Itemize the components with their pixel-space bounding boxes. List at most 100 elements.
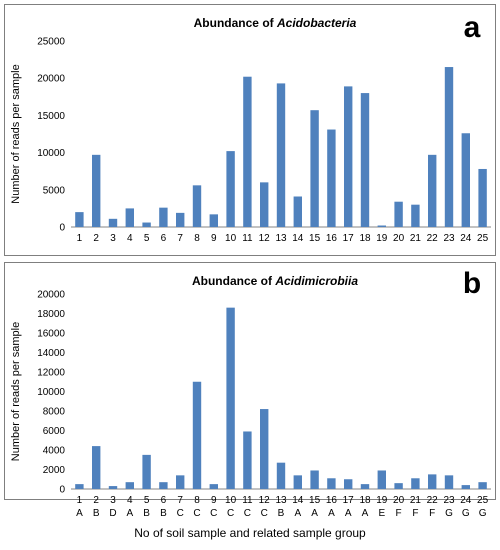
chart-a-bar-6 [159,207,168,227]
chart-a-x-tick-12: 12 [259,233,271,244]
chart-b-x-tick-11: 11 [242,495,253,506]
chart-b-bar-25 [478,482,487,489]
chart-a-y-axis-label: Number of reads per sample [10,64,22,203]
chart-b-bar-13 [276,462,286,489]
chart-b-x-tick-15: 15 [309,495,321,506]
chart-a-title: Abundance of Acidobacteria [194,16,357,30]
chart-b-group-label-20: F [396,508,402,519]
chart-a-y-tick-2: 10000 [37,148,65,159]
chart-a-bar-8 [192,185,202,227]
chart-b-group-label-14: A [294,508,301,519]
chart-a-x-tick-5: 5 [144,233,150,244]
chart-b-group-label-18: A [362,508,369,519]
chart-b-x-tick-17: 17 [343,495,355,506]
chart-b-group-label-15: A [311,508,318,519]
chart-a-x-tick-9: 9 [211,233,217,244]
panel-letter-a: a [464,11,481,44]
chart-b-bar-17 [344,479,353,489]
chart-a-bar-12 [260,182,269,227]
chart-a-bar-16 [327,129,336,227]
chart-b-group-label-22: F [429,508,435,519]
chart-b-y-tick-1: 2000 [43,465,66,476]
chart-a-bar-5 [142,222,151,227]
chart-b-x-tick-1: 1 [77,495,83,506]
chart-a-x-tick-10: 10 [225,233,237,244]
chart-a-bar-7 [176,212,185,227]
chart-a-bar-1 [75,212,84,227]
chart-panel-b: Abundance of Acidimicrobiia b Number of re… [4,262,496,519]
chart-a-x-tick-17: 17 [343,233,355,244]
chart-b-y-tick-5: 10000 [37,387,65,398]
chart-b-group-label-23: G [445,508,453,519]
chart-b-x-tick-18: 18 [359,495,371,506]
chart-a-bar-13 [276,83,286,228]
chart-b-group-label-2: B [93,508,100,519]
chart-b-bar-11 [243,431,252,489]
chart-b-x-tick-21: 21 [410,495,422,506]
chart-b-group-label-6: B [160,508,167,519]
chart-b-group-label-10: C [227,508,234,519]
chart-b-svg: Abundance of Acidimicrobiia b Number of re… [10,267,491,519]
chart-b-x-tick-19: 19 [376,495,388,506]
shared-x-axis-label: No of soil sample and related sample gro… [134,526,366,540]
chart-b-bar-2 [92,446,101,489]
chart-b-y-tick-3: 6000 [43,426,66,437]
chart-b-x-tick-2: 2 [93,495,99,506]
chart-b-bar-15 [310,470,319,489]
chart-a-bar-22 [428,154,437,227]
chart-b-bar-12 [260,409,269,489]
chart-b-bar-7 [176,475,185,489]
chart-b-group-label-3: D [109,508,116,519]
chart-a-svg: Abundance of Acidobacteria a Number of rea… [10,11,491,244]
chart-a-y-tick-1: 5000 [43,185,66,196]
chart-b-group-label-5: B [143,508,150,519]
chart-b-bar-19 [377,470,386,489]
chart-a-x-tick-19: 19 [376,233,388,244]
chart-b-group-label-21: F [412,508,418,519]
chart-b-group-label-7: C [177,508,184,519]
chart-a-bar-19 [377,225,386,227]
chart-b-y-tick-6: 12000 [37,368,65,379]
chart-a-bar-23 [444,67,454,227]
chart-b-x-tick-25: 25 [477,495,489,506]
chart-a-y-tick-0: 0 [59,223,65,234]
chart-a-x-tick-8: 8 [194,233,200,244]
chart-b-group-label-4: A [126,508,133,519]
chart-a-x-tick-15: 15 [309,233,321,244]
chart-b-bar-16 [327,478,336,489]
chart-b-bar-23 [444,475,454,489]
chart-b-y-tick-2: 4000 [43,446,66,457]
chart-b-x-tick-13: 13 [275,495,287,506]
chart-a-x-tick-16: 16 [326,233,338,244]
chart-a-bar-10 [226,151,235,227]
chart-b-x-tick-22: 22 [427,495,439,506]
chart-a-bar-18 [360,93,370,227]
chart-a-y-tick-4: 20000 [37,74,65,85]
chart-b-group-label-11: C [244,508,251,519]
chart-a-x-tick-24: 24 [460,233,472,244]
chart-b-x-tick-5: 5 [144,495,150,506]
chart-a-y-tick-5: 25000 [37,37,65,48]
chart-b-x-tick-10: 10 [225,495,237,506]
chart-b-group-label-12: C [261,508,268,519]
chart-a-x-tick-2: 2 [93,233,99,244]
chart-b-y-axis-label: Number of reads per sample [10,322,22,461]
chart-b-group-label-19: E [378,508,385,519]
chart-a-x-tick-23: 23 [443,233,455,244]
chart-b-group-label-17: A [345,508,352,519]
chart-b-bar-1 [75,484,84,489]
chart-a-bar-20 [394,201,403,227]
chart-b-group-label-24: G [462,508,470,519]
chart-a-x-tick-22: 22 [427,233,439,244]
chart-b-bar-5 [142,454,151,489]
chart-b-bar-4 [125,482,134,489]
chart-a-bar-14 [293,196,302,227]
chart-a-x-tick-21: 21 [410,233,422,244]
chart-a-x-tick-11: 11 [242,233,253,244]
chart-a-bar-15 [310,110,319,227]
chart-b-y-tick-7: 14000 [37,348,65,359]
chart-b-x-tick-8: 8 [194,495,200,506]
chart-b-bar-18 [360,484,370,489]
chart-b-group-label-9: C [210,508,217,519]
chart-a-bar-25 [478,168,487,227]
